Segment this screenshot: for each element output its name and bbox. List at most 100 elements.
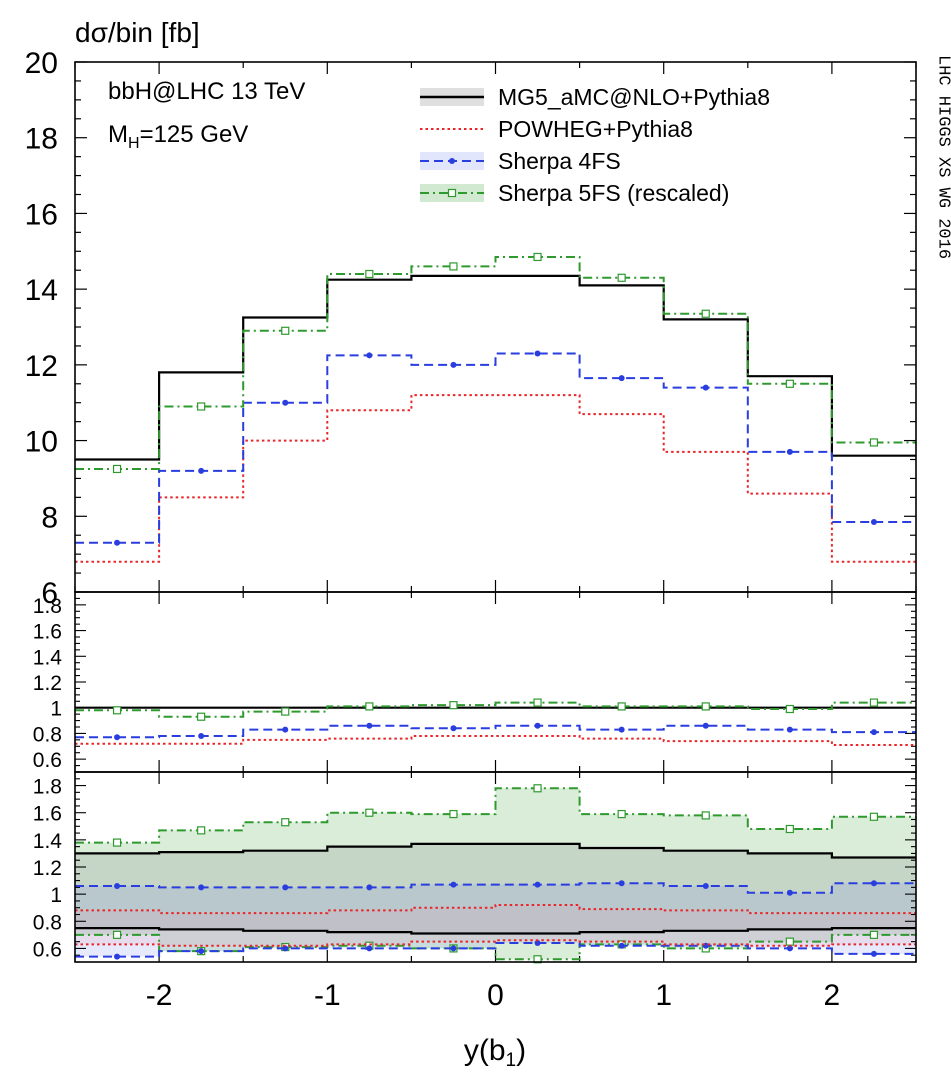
y-tick-label: 1.6 <box>33 803 62 826</box>
band-point-sherpa-4fs <box>366 884 373 891</box>
y-axis-title: dσ/bin [fb] <box>75 17 200 48</box>
ratio-point-sherpa-4fs <box>786 726 793 733</box>
y-tick-label: 10 <box>25 426 58 459</box>
mass-subscript: H <box>128 135 140 152</box>
mass-symbol: M <box>108 121 128 148</box>
legend-entry-sherpa-5fs-rescaled: Sherpa 5FS (rescaled) <box>420 180 729 206</box>
y-tick-label: 6 <box>41 577 58 610</box>
main-point-sherpa-5fs-rescaled <box>281 326 290 335</box>
ratio-point-sherpa-4fs <box>282 726 289 733</box>
main-point-sherpa-4fs <box>618 375 625 382</box>
series-layer <box>75 252 916 964</box>
y-tick-label: 1.2 <box>33 857 62 880</box>
main-series-powheg-pythia8 <box>75 394 916 563</box>
ratio-point-sherpa-4fs <box>702 722 709 729</box>
main-line-sherpa-5fs-rescaled <box>75 256 916 470</box>
x-axis-title: y(b1) <box>464 1034 526 1071</box>
y-tick-label: 12 <box>25 350 58 383</box>
main-point-sherpa-4fs <box>870 518 877 525</box>
main-line-mg5-amc-nlo-pythia8 <box>75 274 916 461</box>
legend-label: POWHEG+Pythia8 <box>498 116 693 142</box>
band-upper-powheg-pythia8 <box>75 904 916 915</box>
band-edges-powheg-pythia8 <box>75 904 916 947</box>
main-line-powheg-pythia8 <box>75 394 916 563</box>
ratio-point-sherpa-4fs <box>870 729 877 736</box>
ratio-point-sherpa-4fs <box>450 725 457 732</box>
band-point-sherpa-5fs-rescaled <box>701 811 710 820</box>
ratio-point-sherpa-4fs <box>114 734 121 741</box>
x-tick-label: 0 <box>487 979 504 1012</box>
ratio-point-sherpa-5fs-rescaled <box>197 712 206 721</box>
main-point-sherpa-5fs-rescaled <box>869 438 879 447</box>
ratio-point-sherpa-5fs-rescaled <box>785 704 794 714</box>
main-point-sherpa-4fs <box>114 539 121 546</box>
band-upper-sherpa-4fs <box>75 882 916 894</box>
band-point-sherpa-4fs <box>450 881 457 888</box>
ratio-point-sherpa-4fs <box>198 733 205 739</box>
y-tick-label: 1.8 <box>33 776 62 799</box>
y-tick-label: 1.8 <box>33 595 62 618</box>
y-tick-label: 16 <box>25 198 58 231</box>
band-point-sherpa-4fs <box>870 880 877 887</box>
legend: MG5_aMC@NLO+Pythia8 POWHEG+Pythia8 Sherpa … <box>420 84 770 206</box>
y-tick-label: 0.8 <box>33 723 62 746</box>
main-series-sherpa-4fs <box>75 350 916 546</box>
ratio-point-sherpa-4fs <box>534 722 541 729</box>
band-point-sherpa-5fs-rescaled <box>197 826 206 835</box>
ratio-point-sherpa-4fs <box>618 726 625 733</box>
y-tick-label: 1.6 <box>33 621 62 644</box>
main-series-mg5-amc-nlo-pythia8 <box>75 274 916 461</box>
y-tick-label: 20 <box>25 47 58 80</box>
band-point-sherpa-5fs-rescaled <box>281 818 290 827</box>
main-point-sherpa-4fs <box>534 350 541 357</box>
ratio-line-sherpa-5fs-rescaled <box>75 701 916 718</box>
ratio-point-sherpa-5fs-rescaled <box>112 706 122 715</box>
mass-value: =125 GeV <box>140 121 249 148</box>
y-tick-label: 1 <box>50 884 62 907</box>
band-point-sherpa-4fs <box>702 883 709 889</box>
band-point-sherpa-4fs <box>618 880 625 887</box>
text-layer: 681012141618200.60.811.21.41.61.80.60.81… <box>25 17 951 1071</box>
x-axis-title-close: ) <box>516 1034 526 1067</box>
band-sherpa-4fs <box>75 883 916 957</box>
y-tick-label: 8 <box>41 501 58 534</box>
main-point-sherpa-5fs-rescaled <box>449 262 458 271</box>
mass-label: MH=125 GeV <box>108 121 248 152</box>
y-tick-label: 14 <box>25 274 58 307</box>
main-point-sherpa-4fs <box>366 352 373 359</box>
y-tick-label: 1 <box>50 698 62 721</box>
ratio-point-sherpa-4fs <box>366 722 373 729</box>
main-point-sherpa-4fs <box>198 467 205 474</box>
y-tick-label: 1.2 <box>33 672 62 695</box>
band-point-sherpa-5fs-rescaled <box>869 930 879 939</box>
band-point-sherpa-5fs-rescaled <box>785 937 794 946</box>
ratio-series-sherpa-5fs-rescaled <box>75 698 916 721</box>
band-point-sherpa-5fs-rescaled <box>449 809 458 819</box>
band-point-sherpa-4fs <box>786 889 793 896</box>
band-point-sherpa-4fs <box>534 881 541 888</box>
legend-swatch-marker <box>447 188 457 198</box>
main-series-sherpa-5fs-rescaled <box>75 252 916 474</box>
x-tick-label: 2 <box>824 979 841 1012</box>
main-point-sherpa-5fs-rescaled <box>197 402 206 411</box>
y-tick-label: 18 <box>25 123 58 156</box>
main-point-sherpa-5fs-rescaled <box>701 309 710 318</box>
main-point-sherpa-4fs <box>702 384 709 391</box>
y-tick-label: 0.6 <box>33 938 62 961</box>
ratio-series-powheg-pythia8 <box>75 735 916 746</box>
x-axis-title-main: y(b <box>464 1034 506 1067</box>
ratio-point-sherpa-5fs-rescaled <box>365 702 374 711</box>
ratio-line-sherpa-4fs <box>75 724 916 739</box>
band-point-sherpa-4fs <box>114 953 121 960</box>
band-point-sherpa-4fs <box>282 884 289 891</box>
main-point-sherpa-4fs <box>786 448 793 455</box>
ratio-point-sherpa-5fs-rescaled <box>701 702 710 711</box>
band-point-sherpa-4fs <box>366 945 373 952</box>
ratio-point-sherpa-5fs-rescaled <box>617 702 626 711</box>
ratio-point-sherpa-5fs-rescaled <box>533 698 542 707</box>
main-point-sherpa-4fs <box>450 361 457 368</box>
legend-label: MG5_aMC@NLO+Pythia8 <box>498 84 770 110</box>
watermark: LHC HIGGS XS WG 2016 <box>934 55 951 259</box>
band-powheg-pythia8 <box>75 905 916 946</box>
legend-label: Sherpa 4FS <box>498 148 621 174</box>
